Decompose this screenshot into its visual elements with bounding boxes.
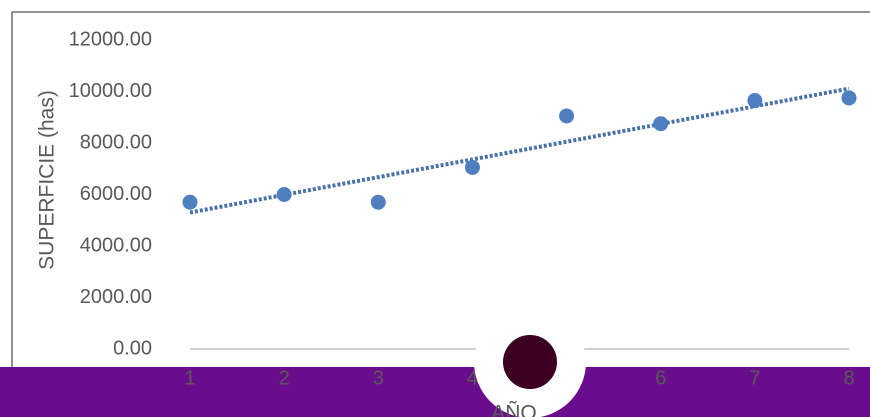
- plot: 0.00 2000.00 4000.00 6000.00 8000.00 10000.00…: [69, 28, 857, 359]
- point: [182, 194, 198, 210]
- y-tick-label: 2000.00: [80, 286, 152, 308]
- y-tick-label: 8000.00: [80, 131, 152, 153]
- point: [841, 90, 857, 106]
- y-tick-label: 4000.00: [80, 234, 152, 256]
- x-tick-label: 4: [467, 367, 478, 389]
- y-tick-label: 0.00: [113, 337, 152, 359]
- y-tick-label: 10000.00: [69, 80, 152, 102]
- y-axis-label: SUPERFICIE (has): [36, 90, 59, 270]
- bottom-bar: [0, 367, 870, 417]
- x-tick-label: 7: [749, 367, 760, 389]
- y-tick-label: 6000.00: [80, 183, 152, 205]
- point: [747, 93, 763, 109]
- point: [653, 116, 669, 132]
- point: [276, 187, 292, 202]
- x-tick-label: 6: [655, 367, 666, 389]
- x-tick-label: 3: [373, 367, 384, 389]
- x-axis-label: AÑO: [491, 401, 537, 417]
- floating-button[interactable]: [503, 335, 557, 389]
- x-tick-label: 1: [184, 367, 195, 389]
- x-tick-label: 8: [843, 367, 854, 389]
- point: [559, 108, 575, 124]
- x-tick-label: 2: [279, 367, 290, 389]
- point: [370, 194, 386, 210]
- y-tick-label: 12000.00: [69, 28, 152, 50]
- trendline: [189, 86, 850, 215]
- point: [464, 159, 480, 175]
